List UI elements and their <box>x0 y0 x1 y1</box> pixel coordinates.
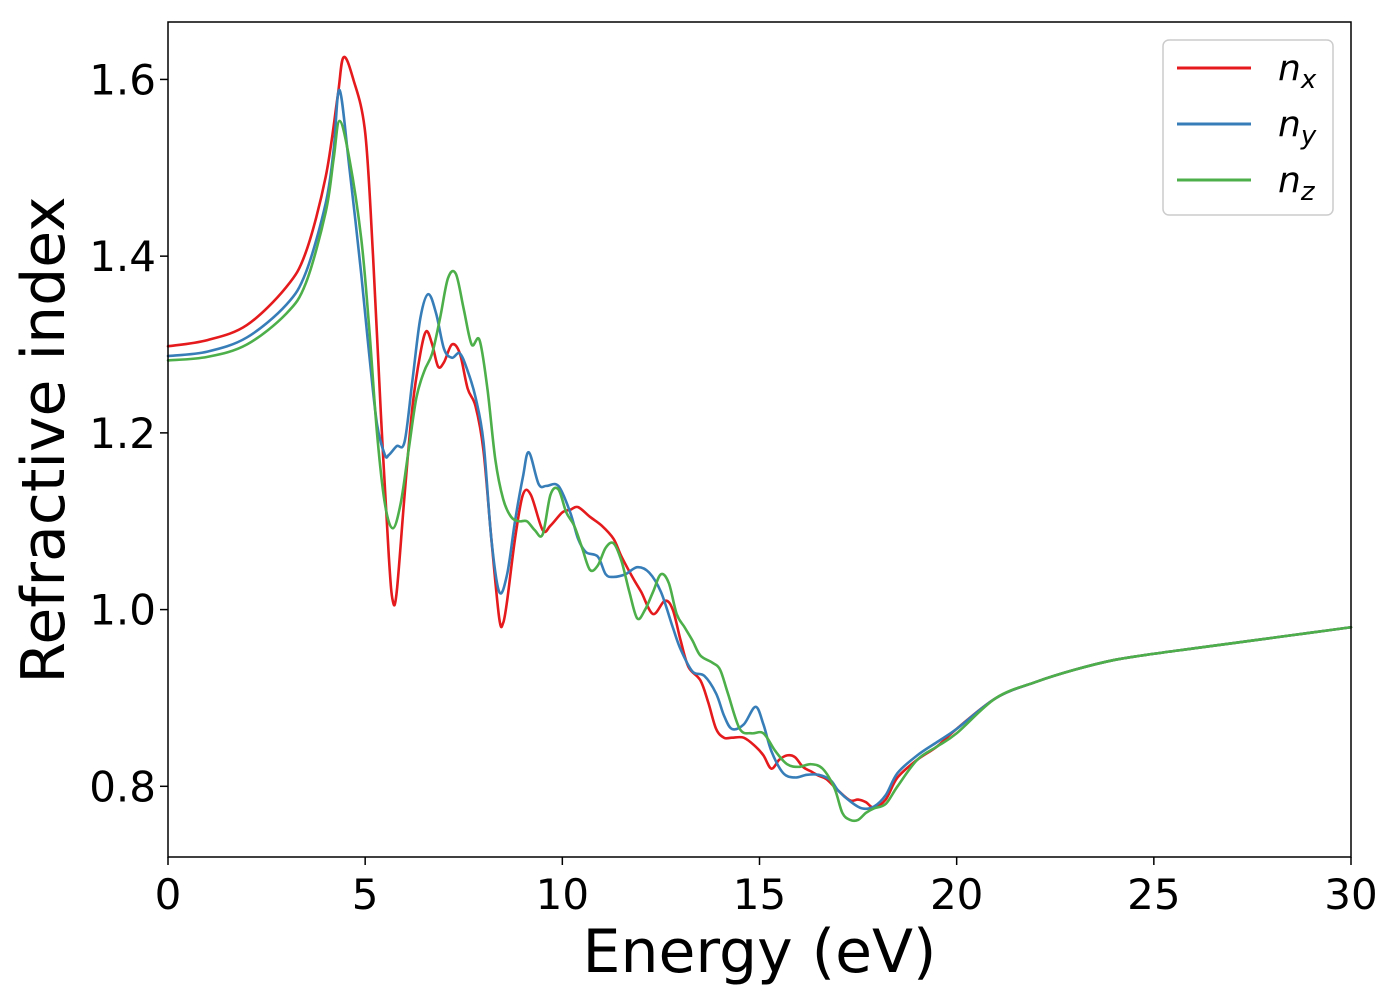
x-tick-label: 10 <box>536 870 589 919</box>
legend-label: ny <box>1278 104 1317 151</box>
legend-label: nz <box>1278 160 1316 207</box>
legend-label-base: n <box>1278 48 1301 89</box>
x-tick-label: 15 <box>733 870 786 919</box>
y-tick-label: 1.0 <box>89 586 156 635</box>
x-axis-ticks: 0 5 10 15 20 25 30 <box>155 857 1378 919</box>
legend-box <box>1162 39 1334 216</box>
y-tick-label: 1.4 <box>89 232 156 281</box>
legend-label-subscript: y <box>1300 121 1317 151</box>
y-axis-ticks: 0.8 1.0 1.2 1.4 1.6 <box>89 55 168 811</box>
x-tick-label: 0 <box>155 870 182 919</box>
legend-label-subscript: x <box>1300 65 1317 95</box>
x-tick-label: 20 <box>930 870 983 919</box>
y-axis-label: Refractive index <box>9 196 79 683</box>
x-axis-label: Energy (eV) <box>583 917 937 987</box>
plot-lines <box>166 55 1353 823</box>
legend-label: nx <box>1278 48 1317 95</box>
y-tick-label: 1.2 <box>89 409 156 458</box>
legend-label-base: n <box>1278 160 1301 201</box>
x-tick-label: 30 <box>1324 870 1377 919</box>
legend-label-subscript: z <box>1300 177 1316 207</box>
series-line-n-z <box>166 119 1353 823</box>
series-line-n-x <box>166 55 1353 809</box>
y-tick-label: 1.6 <box>89 55 156 104</box>
legend-label-base: n <box>1278 104 1301 145</box>
series-line-n-y <box>166 88 1353 811</box>
x-tick-label: 5 <box>352 870 379 919</box>
x-tick-label: 25 <box>1127 870 1180 919</box>
y-tick-label: 0.8 <box>89 762 156 811</box>
